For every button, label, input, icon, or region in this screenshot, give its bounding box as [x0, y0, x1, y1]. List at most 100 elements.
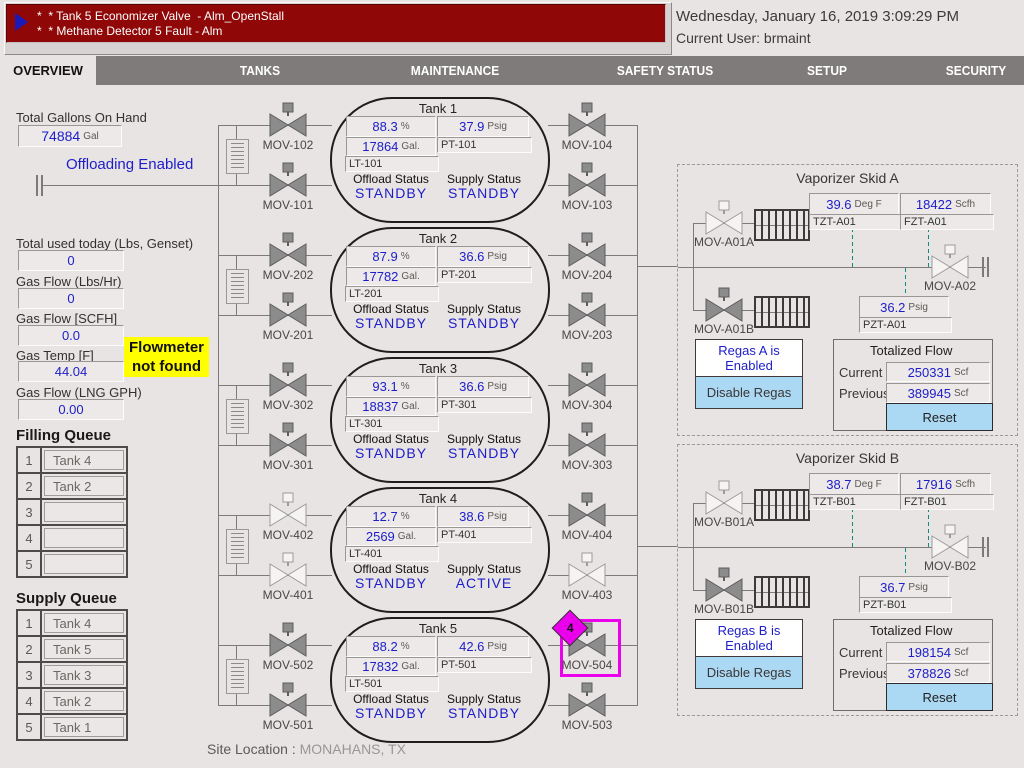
- total-gallons-value: 74884: [41, 128, 81, 144]
- valve-icon[interactable]: [568, 362, 606, 397]
- valve-label: MOV-204: [561, 268, 613, 282]
- valve-icon[interactable]: [269, 102, 307, 137]
- valve-icon[interactable]: [269, 552, 307, 587]
- offload-status-value: STANDBY: [354, 575, 428, 591]
- sensor-link: [905, 548, 906, 576]
- tank-level-box: 88.2%: [346, 636, 436, 657]
- valve-icon[interactable]: [568, 292, 606, 327]
- site-location-label: Site Location :: [207, 741, 296, 757]
- queue-rank: 3: [18, 663, 42, 687]
- tank-pressure-unit: Psig: [487, 381, 507, 392]
- pzt-tag: PZT-B01: [859, 597, 952, 613]
- tab-maintenance[interactable]: MAINTENANCE: [410, 63, 500, 78]
- lt-tag: LT-201: [345, 286, 439, 302]
- valve-label: MOV-A01A: [693, 235, 755, 249]
- valve-icon[interactable]: [269, 682, 307, 717]
- totalized-flow-title: Totalized Flow: [870, 623, 953, 638]
- offload-status-value: STANDBY: [354, 445, 428, 461]
- pzt-tag: PZT-A01: [859, 317, 952, 333]
- lt-tag: LT-301: [345, 416, 439, 432]
- alarm-marker-number: 4: [566, 621, 574, 635]
- valve-label: MOV-303: [561, 458, 613, 472]
- tank-pressure-box: 37.9 Psig: [437, 116, 529, 137]
- tank-volume-box: 18837 Gal.: [346, 397, 436, 416]
- metric-box: 0.00: [18, 399, 124, 420]
- supply-status-value: STANDBY: [447, 185, 521, 201]
- valve-icon[interactable]: [568, 422, 606, 457]
- valve-icon[interactable]: [269, 162, 307, 197]
- filling-queue-table: 1 Tank 4 2 Tank 2 3 4 5: [16, 446, 128, 578]
- skid-a-feed-pipe: [637, 266, 678, 267]
- valve-icon[interactable]: [705, 567, 743, 602]
- tank-volume-value: 2569: [365, 529, 395, 544]
- valve-icon[interactable]: [269, 292, 307, 327]
- tank-group-2: MOV-202 MOV-201 MOV-204 MOV-203 Tank 2 8…: [200, 225, 640, 355]
- queue-row: 1 Tank 4: [18, 611, 126, 637]
- tab-security[interactable]: SECURITY: [945, 63, 1007, 78]
- skid-pressure-box: 36.2 Psig: [859, 296, 949, 318]
- disable-regas-button[interactable]: Disable Regas: [696, 656, 802, 688]
- tab-overview[interactable]: OVERVIEW: [0, 56, 96, 85]
- tank-pressure-unit: Psig: [487, 641, 507, 652]
- pt-tag: PT-501: [437, 657, 532, 673]
- tab-setup[interactable]: SETUP: [807, 63, 847, 78]
- queue-row: 4 Tank 2: [18, 689, 126, 715]
- tab-safety-status[interactable]: SAFETY STATUS: [616, 63, 714, 78]
- totalized-flow-title: Totalized Flow: [870, 343, 953, 358]
- metric-label: Gas Flow [SCFH]: [16, 311, 118, 326]
- valve-icon[interactable]: [269, 232, 307, 267]
- total-gallons-box: 74884 Gal: [18, 125, 122, 147]
- valve-label: MOV-301: [262, 458, 314, 472]
- skid-flow-unit: Scfh: [955, 478, 976, 490]
- tank-level-box: 93.1%: [346, 376, 436, 397]
- valve-icon[interactable]: [568, 162, 606, 197]
- note-line-2: not found: [131, 358, 202, 375]
- pipe-end-tick: [982, 257, 984, 277]
- valve-icon[interactable]: [705, 200, 743, 235]
- tank-group-5: MOV-502 MOV-501 MOV-504 4 MOV-503 Tank 5…: [200, 609, 640, 745]
- skid-temp-box: 38.7 Deg F: [809, 473, 899, 495]
- valve-icon[interactable]: [568, 232, 606, 267]
- metric-value: 0: [67, 253, 75, 268]
- valve-icon[interactable]: [269, 422, 307, 457]
- valve-icon[interactable]: [568, 492, 606, 527]
- queue-row: 3 Tank 3: [18, 663, 126, 689]
- valve-label: MOV-501: [262, 718, 314, 732]
- valve-icon[interactable]: [705, 480, 743, 515]
- valve-icon[interactable]: [269, 362, 307, 397]
- metric-box: 0: [18, 288, 124, 309]
- valve-icon[interactable]: [568, 552, 606, 587]
- queue-tank: Tank 5: [44, 639, 124, 659]
- alarm-banner[interactable]: * * Tank 5 Economizer Valve - Alm_OpenSt…: [6, 4, 666, 43]
- valve-icon[interactable]: [931, 524, 969, 559]
- site-location-value: MONAHANS, TX: [299, 741, 406, 757]
- previous-label: Previous: [839, 666, 890, 681]
- current-flow-unit: Scf: [953, 366, 969, 378]
- queue-rank: 5: [18, 552, 42, 576]
- tank-pressure-box: 36.6 Psig: [437, 246, 529, 267]
- valve-icon[interactable]: [568, 682, 606, 717]
- offload-status-value: STANDBY: [354, 315, 428, 331]
- metric-label: Gas Flow (Lbs/Hr): [16, 274, 122, 289]
- metric-box: 44.04: [18, 361, 124, 382]
- tank-volume-unit: Gal.: [401, 141, 420, 152]
- valve-label: MOV-402: [262, 528, 314, 542]
- current-flow-unit: Scf: [953, 646, 969, 658]
- valve-icon[interactable]: [705, 287, 743, 322]
- tank-level-box: 87.9%: [346, 246, 436, 267]
- reset-button[interactable]: Reset: [886, 403, 993, 431]
- alarm-highlight-box: [560, 619, 621, 677]
- valve-icon[interactable]: [568, 102, 606, 137]
- disable-regas-button[interactable]: Disable Regas: [696, 376, 802, 408]
- supply-status-label: Supply Status: [446, 692, 522, 706]
- tab-tanks[interactable]: TANKS: [239, 63, 281, 78]
- tank-volume-unit: Gal.: [397, 531, 417, 542]
- valve-icon[interactable]: [269, 622, 307, 657]
- valve-icon[interactable]: [931, 244, 969, 279]
- valve-icon[interactable]: [269, 492, 307, 527]
- reset-button[interactable]: Reset: [886, 683, 993, 711]
- sensor-link: [928, 508, 929, 547]
- tank-pressure-value: 42.6: [459, 639, 485, 654]
- valve-label: MOV-302: [262, 398, 314, 412]
- skid-pressure-unit: Psig: [908, 581, 928, 593]
